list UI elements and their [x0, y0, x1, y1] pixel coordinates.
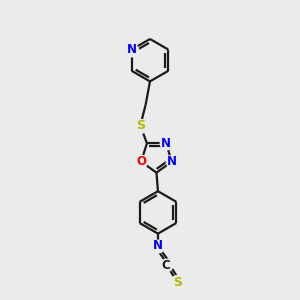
Text: S: S [136, 119, 145, 132]
Text: N: N [127, 43, 136, 56]
Text: N: N [161, 137, 171, 150]
Text: O: O [136, 155, 146, 168]
Text: C: C [162, 259, 171, 272]
Text: N: N [153, 239, 163, 253]
Text: S: S [173, 276, 182, 289]
Text: N: N [167, 155, 177, 168]
